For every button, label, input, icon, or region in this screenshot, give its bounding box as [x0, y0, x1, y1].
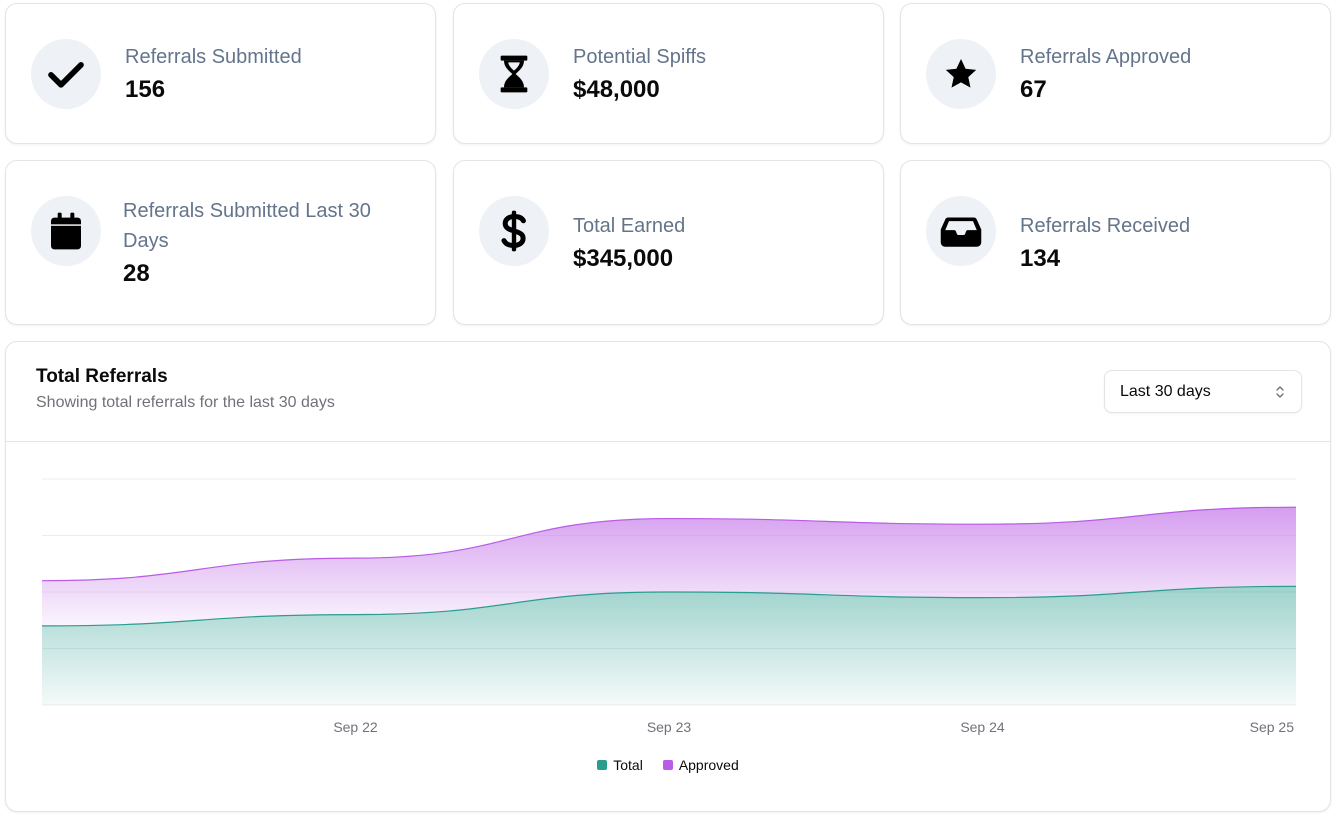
- stat-card-potential-spiffs: Potential Spiffs $48,000: [453, 3, 884, 144]
- series-line-total: [41, 585, 1297, 627]
- x-tick-label: Sep 22: [333, 719, 378, 735]
- chevron-up-down-icon: [1276, 386, 1284, 398]
- date-range-select[interactable]: Last 30 days: [1104, 370, 1302, 413]
- series-area-total: [42, 586, 1296, 705]
- stat-label: Referrals Received: [1020, 215, 1191, 237]
- legend-swatch-approved: [662, 760, 673, 770]
- dollar-icon: [479, 196, 549, 266]
- area-chart: Sep 22 Sep 23 Sep 24 Sep 25: [41, 478, 1297, 735]
- legend-swatch-total: [597, 760, 608, 770]
- stat-card-referrals-approved: Referrals Approved 67: [900, 3, 1331, 144]
- check-icon: [31, 39, 101, 109]
- chart-title: Total Referrals: [36, 366, 168, 387]
- stat-card-referrals-submitted: Referrals Submitted 156: [5, 3, 436, 144]
- stat-card-referrals-last-30-days: Referrals Submitted Last 30 Days 28: [5, 160, 436, 325]
- chart-header: Total Referrals Showing total referrals …: [6, 342, 1330, 442]
- series-line-approved: [41, 506, 1297, 582]
- stat-value: 28: [123, 260, 150, 287]
- x-tick-label: Sep 24: [960, 719, 1005, 735]
- hourglass-icon: [479, 39, 549, 109]
- legend-label-approved: Approved: [678, 757, 739, 773]
- legend-label-total: Total: [613, 757, 643, 773]
- stat-value: $48,000: [573, 76, 660, 103]
- stat-card-referrals-received: Referrals Received 134: [900, 160, 1331, 325]
- stat-label: Referrals Approved: [1020, 46, 1192, 68]
- stat-label: Potential Spiffs: [573, 46, 707, 68]
- x-axis-ticks: Sep 22 Sep 23 Sep 24 Sep 25: [333, 719, 1294, 735]
- calendar-icon: [31, 196, 101, 266]
- chart-subtitle: Showing total referrals for the last 30 …: [36, 394, 335, 411]
- total-referrals-chart-card: Total Referrals Showing total referrals …: [5, 341, 1331, 812]
- chart-areas: [41, 506, 1297, 705]
- stat-label: Total Earned: [573, 215, 686, 237]
- stat-label: Referrals Submitted Last 30 Days: [123, 200, 371, 252]
- stat-label: Referrals Submitted: [125, 46, 302, 68]
- x-tick-label: Sep 23: [647, 719, 692, 735]
- star-icon: [926, 39, 996, 109]
- stat-value: 156: [125, 76, 166, 103]
- series-area-approved: [42, 507, 1296, 626]
- stat-value: 134: [1020, 245, 1061, 272]
- x-tick-label: Sep 25: [1250, 719, 1295, 735]
- legend-item-total[interactable]: Total: [597, 757, 643, 773]
- chart-legend: Total Approved: [6, 757, 1330, 773]
- stat-value: 67: [1020, 76, 1047, 103]
- legend-item-approved[interactable]: Approved: [662, 757, 739, 773]
- stat-value: $345,000: [573, 245, 674, 272]
- inbox-icon: [926, 196, 996, 266]
- date-range-select-value: Last 30 days: [1120, 382, 1211, 400]
- stat-card-total-earned: Total Earned $345,000: [453, 160, 884, 325]
